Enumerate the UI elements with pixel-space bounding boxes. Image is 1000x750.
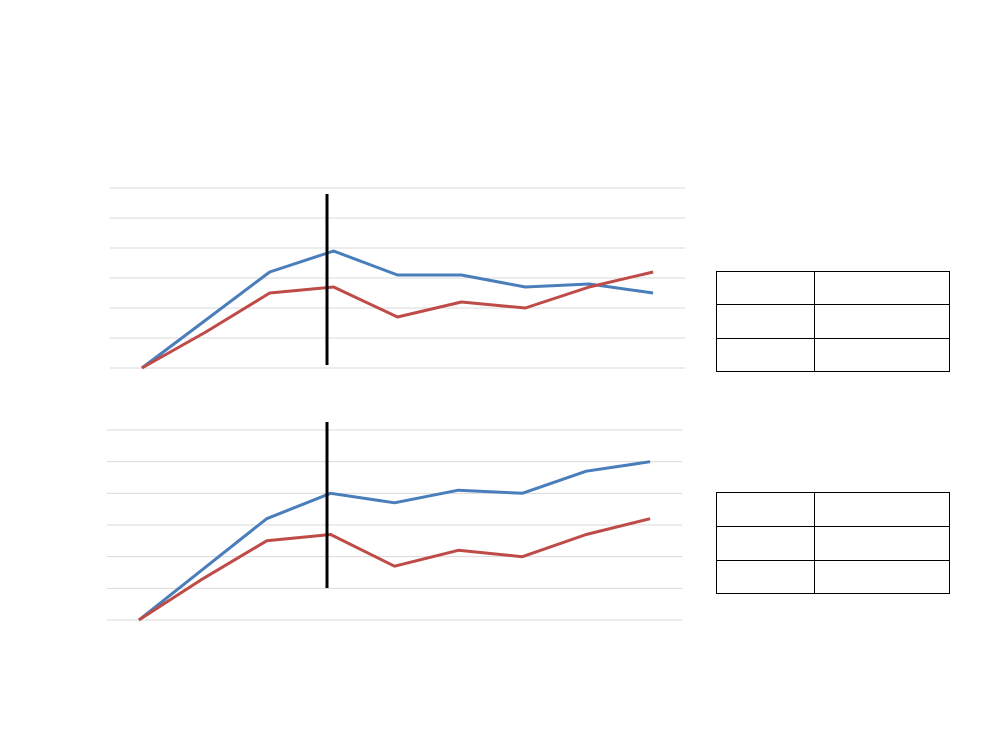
table	[716, 271, 950, 372]
table	[716, 492, 950, 594]
table-border	[716, 271, 950, 372]
data-line	[138, 517, 651, 622]
table-border	[716, 492, 950, 594]
data-line	[140, 249, 654, 370]
data-line	[137, 460, 651, 622]
data-line	[141, 270, 654, 370]
charts	[107, 187, 685, 622]
